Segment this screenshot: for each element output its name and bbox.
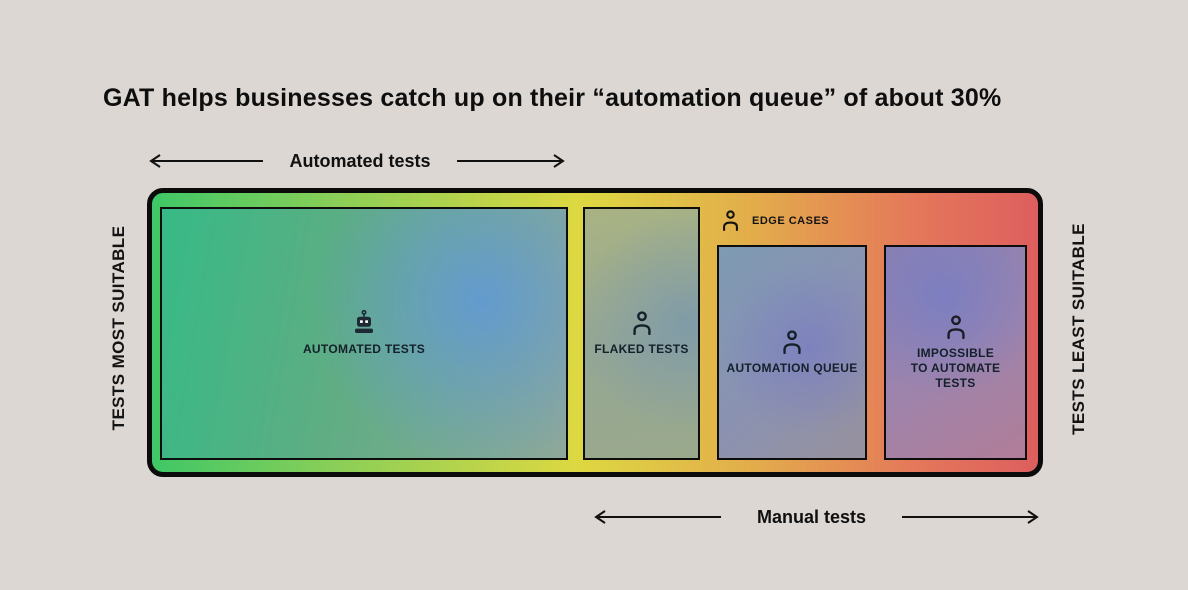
section-label: AUTOMATED TESTS [302,342,426,356]
section-automation-queue: AUTOMATION QUEUE [717,245,867,460]
top-axis-label: Automated tests [289,150,431,171]
edge-cases-label: EDGE CASES [752,214,830,227]
arrow-right-icon [902,510,1039,524]
suitability-matrix: AUTOMATED TESTS FLAKED TESTS AUTOMATION … [147,188,1043,477]
robot-icon [355,310,373,333]
bottom-axis-label: Manual tests [756,506,867,527]
person-icon [723,210,738,231]
section-label: IMPOSSIBLE TO AUTOMATE TESTS [910,345,1001,390]
person-icon [783,329,801,354]
section-impossible-tests: IMPOSSIBLE TO AUTOMATE TESTS [884,245,1027,460]
section-automated-tests: AUTOMATED TESTS [160,207,568,460]
edge-cases-header: EDGE CASES [722,210,829,231]
arrow-left-icon [594,510,721,524]
right-axis-label: TESTS LEAST SUITABLE [1069,223,1088,435]
left-axis-label: TESTS MOST SUITABLE [109,225,128,431]
arrow-right-icon [457,154,565,168]
top-axis: Automated tests [148,149,566,173]
section-label: FLAKED TESTS [594,341,689,356]
section-flaked-tests: FLAKED TESTS [583,207,700,460]
person-icon [632,310,651,335]
section-label: AUTOMATION QUEUE [726,360,858,375]
person-icon [946,314,965,339]
page-title: GAT helps businesses catch up on their “… [103,84,1002,112]
bottom-axis: Manual tests [593,505,1040,529]
arrow-left-icon [149,154,263,168]
